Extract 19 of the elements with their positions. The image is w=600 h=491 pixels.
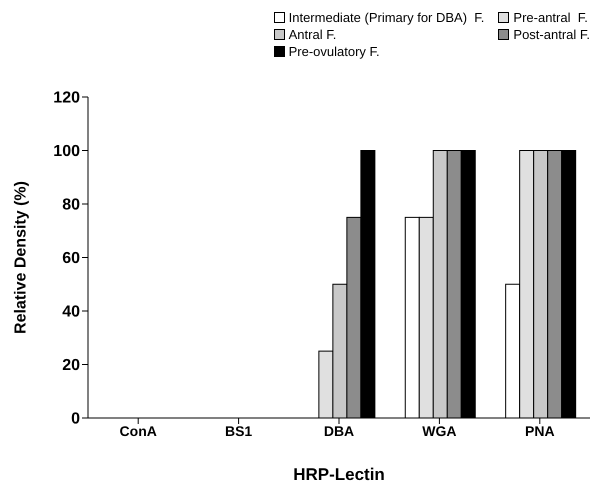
y-tick-label: 100 <box>53 143 80 160</box>
x-tick-label: ConA <box>120 422 157 439</box>
legend-label: Intermediate (Primary for DBA) F. <box>288 10 484 25</box>
y-tick-label: 60 <box>62 250 80 268</box>
legend-label: Pre-ovulatory F. <box>288 44 381 59</box>
y-axis-title: Relative Density (%) <box>12 181 30 334</box>
x-tick-label: BS1 <box>224 422 252 439</box>
legend-label: Pre-antral F. <box>512 10 589 25</box>
legend-label: Post-antral F. <box>512 27 590 42</box>
y-tick-label: 80 <box>62 196 80 214</box>
legend-label: Antral F. <box>288 27 338 42</box>
x-tick-label: PNA <box>525 422 555 439</box>
y-tick-label: 20 <box>62 357 80 374</box>
y-tick-label: 40 <box>62 304 80 321</box>
x-axis-title: HRP-Lectin <box>293 465 385 484</box>
y-tick-label: 0 <box>71 410 80 428</box>
x-tick-label: WGA <box>422 422 457 439</box>
y-tick-label: 120 <box>53 90 80 107</box>
x-tick-label: DBA <box>324 422 354 439</box>
